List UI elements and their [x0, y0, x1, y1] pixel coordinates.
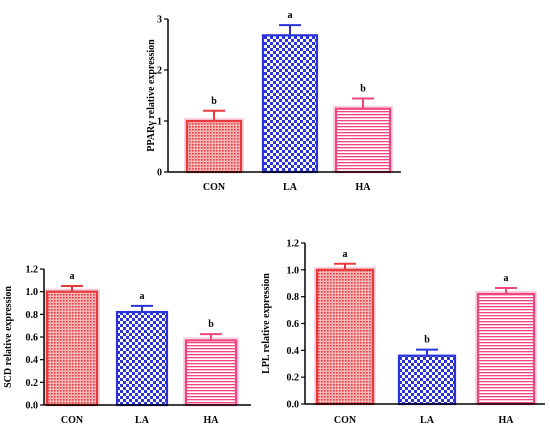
- pparg-bar-con: [185, 119, 243, 174]
- lpl-category-label-ha: HA: [499, 415, 515, 426]
- scd-bar-la: [115, 310, 169, 407]
- scd-significance-con: a: [70, 271, 75, 282]
- scd-y-tick-label: 1.0: [26, 287, 39, 298]
- scd-category-label-la: LA: [135, 415, 150, 426]
- pparg-y-tick-label: 0: [157, 168, 162, 179]
- lpl-bar-con: [315, 268, 375, 406]
- lpl-y-tick-label: 0.6: [287, 319, 300, 330]
- lpl-y-tick-label: 0.2: [287, 373, 300, 384]
- scd-bar-con: [45, 290, 99, 407]
- scd-panel: a CON a LA b HA 0.0 0.2 0.4 0.6 0.8 1.0 1.2 SCD relat…: [3, 265, 251, 426]
- lpl-y-tick-label: 0.4: [287, 346, 300, 357]
- pparg-significance-la: a: [288, 10, 293, 21]
- pparg-significance-con: b: [211, 96, 217, 107]
- lpl-panel: a CON b LA a HA 0.0 0.2 0.4 0.6 0.8 1.0 1.2 LPL relat…: [261, 239, 545, 426]
- pparg-y-tick-label: 2: [157, 66, 162, 77]
- scd-y-tick-label: 1.2: [26, 265, 39, 276]
- pparg-y-axis-label: PPARγ relative expression: [146, 39, 157, 152]
- pparg-panel: b CON a LA b HA 0 1 2 3 PPARγ relative expression: [146, 10, 401, 193]
- lpl-category-label-con: CON: [334, 415, 357, 426]
- scd-category-label-ha: HA: [204, 415, 220, 426]
- scd-bar-ha: [184, 339, 238, 407]
- scd-y-axis-label: SCD relative expression: [3, 286, 14, 388]
- scd-category-label-con: CON: [61, 415, 84, 426]
- lpl-y-tick-label: 0.8: [287, 292, 300, 303]
- lpl-significance-la: b: [424, 335, 430, 346]
- lpl-bar-la: [397, 354, 457, 406]
- pparg-y-tick-label: 3: [157, 15, 162, 26]
- pparg-significance-ha: b: [360, 84, 366, 95]
- scd-significance-ha: b: [208, 319, 214, 330]
- scd-significance-la: a: [140, 291, 145, 302]
- lpl-y-tick-label: 1.0: [287, 265, 300, 276]
- pparg-y-tick-label: 1: [157, 117, 162, 128]
- lpl-y-tick-label: 1.2: [287, 239, 300, 250]
- scd-y-tick-label: 0.4: [26, 355, 39, 366]
- scd-y-tick-label: 0.0: [26, 401, 39, 412]
- pparg-category-label-la: LA: [283, 182, 298, 193]
- pparg-bar-la: [261, 34, 319, 174]
- lpl-significance-con: a: [343, 249, 348, 260]
- pparg-category-label-ha: HA: [356, 182, 372, 193]
- scd-y-tick-label: 0.2: [26, 378, 39, 389]
- scd-y-tick-label: 0.6: [26, 333, 39, 344]
- scd-y-tick-label: 0.8: [26, 310, 39, 321]
- pparg-bar-ha: [334, 107, 392, 174]
- lpl-significance-ha: a: [504, 273, 509, 284]
- pparg-category-label-con: CON: [203, 182, 226, 193]
- lpl-y-tick-label: 0.0: [287, 400, 300, 411]
- lpl-category-label-la: LA: [420, 415, 435, 426]
- lpl-bar-ha: [476, 292, 536, 406]
- lpl-y-axis-label: LPL relative expression: [261, 273, 272, 374]
